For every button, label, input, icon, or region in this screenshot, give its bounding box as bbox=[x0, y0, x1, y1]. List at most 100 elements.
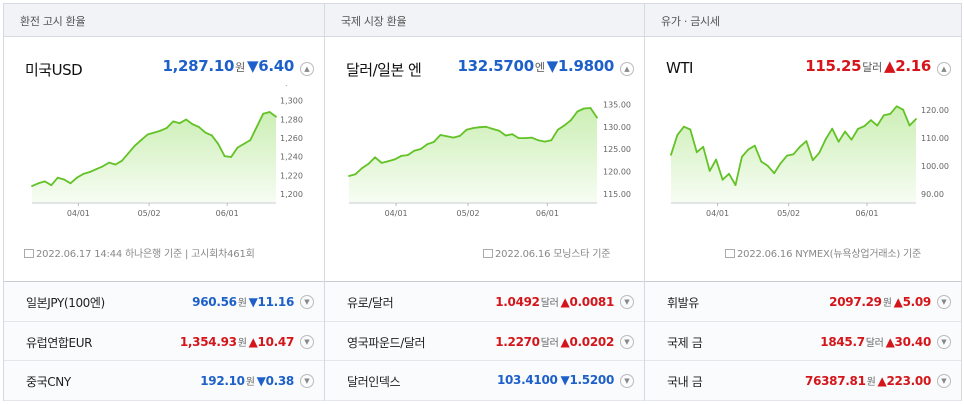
rate-name[interactable]: 유로/달러 bbox=[347, 296, 394, 310]
rate-name[interactable]: 유럽연합EUR bbox=[26, 335, 93, 350]
rate-change: 0.0202 bbox=[569, 334, 614, 349]
chevron-down-icon[interactable]: ▼ bbox=[620, 334, 634, 349]
data-point bbox=[262, 112, 265, 115]
rate-value-group: 2097.29원 ▲5.09 bbox=[829, 294, 931, 309]
chevron-down-icon[interactable]: ▼ bbox=[620, 295, 634, 309]
rate-row[interactable]: 유럽연합EUR 1,354.93원 ▲10.47 ▼ bbox=[4, 321, 324, 362]
data-point bbox=[728, 172, 730, 175]
rate-row[interactable]: 일본JPY(100엔) 960.56원 ▼11.16 ▼ bbox=[4, 282, 324, 322]
rate-list: 일본JPY(100엔) 960.56원 ▼11.16 ▼ 유럽연합EUR 1,354.93… bbox=[4, 281, 324, 401]
data-point bbox=[708, 170, 711, 172]
data-point bbox=[354, 173, 357, 176]
rate-row[interactable]: 휘발유 2097.29원 ▲5.09 ▼ bbox=[645, 282, 961, 322]
current-value: 1,287.10원 ▼6.40 bbox=[162, 57, 294, 75]
rate-name[interactable]: 중국CNY bbox=[26, 375, 71, 390]
rate-name[interactable]: 국내 금 bbox=[667, 375, 703, 390]
chevron-up-icon[interactable]: ▲ bbox=[620, 62, 634, 76]
chevron-down-icon[interactable]: ▼ bbox=[300, 334, 314, 349]
y-tick-label: 1,300 bbox=[280, 97, 303, 106]
data-point bbox=[576, 110, 579, 113]
data-point bbox=[844, 130, 846, 133]
data-point bbox=[478, 126, 481, 129]
data-point bbox=[491, 128, 494, 130]
rate-value: 1,354.93 bbox=[179, 334, 237, 349]
rate-row[interactable]: 국제 금 1845.7달러 ▲30.40 ▼ bbox=[645, 321, 961, 362]
data-point bbox=[413, 149, 416, 152]
data-point bbox=[563, 124, 566, 127]
panel-intl-exchange: 국제 시장 환율 달러/일본 엔 132.5700엔▼1.9800 ▲ 140.… bbox=[324, 4, 644, 401]
currency-title[interactable]: WTI bbox=[666, 59, 693, 77]
chart-footnote: 2022.06.16 모닝스타 기준 bbox=[483, 245, 610, 260]
rate-row[interactable]: 달러인덱스 103.4100 ▼1.5200 ▼ bbox=[325, 361, 644, 401]
rate-list: 유로/달러 1.0492달러 ▲0.0081 ▼ 영국파운드/달러 1.2270달러 ▲0.… bbox=[325, 281, 644, 401]
data-point bbox=[670, 153, 672, 156]
y-tick-label: 1,280 bbox=[280, 115, 303, 124]
data-point bbox=[524, 137, 527, 139]
data-point bbox=[915, 118, 917, 120]
chevron-up-icon[interactable]: ▲ bbox=[300, 62, 314, 76]
chevron-down-icon[interactable]: ▼ bbox=[937, 295, 951, 309]
data-point bbox=[121, 159, 123, 162]
rate-chart: 140.00 135.00 130.00 125.00 120.00 115.00 04/0… bbox=[348, 85, 631, 218]
data-point bbox=[50, 184, 53, 187]
chart-footnote: 2022.06.16 NYMEX(뉴욕상업거래소) 기준 bbox=[725, 245, 921, 260]
rate-list: 휘발유 2097.29원 ▲5.09 ▼ 국제 금 1845.7달러 ▲30.40 ▼ 국내 금… bbox=[645, 281, 961, 401]
data-point bbox=[446, 135, 448, 138]
rate-value: 1.0492 bbox=[495, 295, 540, 309]
rate-change: 5.09 bbox=[902, 295, 932, 309]
rate-name[interactable]: 일본JPY(100엔) bbox=[26, 296, 105, 310]
footnote-text: 2022.06.17 14:44 하나은행 기준 | 고시회차461회 bbox=[36, 249, 255, 260]
data-point bbox=[88, 171, 91, 173]
data-point bbox=[747, 148, 750, 151]
change-arrow: ▲ bbox=[893, 295, 903, 309]
rate-name[interactable]: 휘발유 bbox=[667, 296, 699, 310]
data-point bbox=[741, 155, 743, 158]
rate-row[interactable]: 유로/달러 1.0492달러 ▲0.0081 ▼ bbox=[325, 282, 644, 322]
data-point bbox=[870, 119, 872, 122]
rate-row[interactable]: 중국CNY 192.10원 ▼0.38 ▼ bbox=[4, 361, 324, 401]
data-point bbox=[837, 140, 840, 143]
chevron-down-icon[interactable]: ▼ bbox=[300, 295, 314, 309]
rate-name[interactable]: 국제 금 bbox=[667, 335, 703, 350]
document-icon bbox=[483, 249, 493, 258]
y-tick-label: 135.00 bbox=[603, 100, 631, 109]
data-point bbox=[108, 161, 110, 164]
rate-change: 30.40 bbox=[894, 334, 932, 349]
data-point bbox=[850, 138, 853, 141]
data-point bbox=[721, 178, 724, 181]
rate-name[interactable]: 달러인덱스 bbox=[347, 375, 401, 390]
currency-title[interactable]: 미국USD bbox=[25, 61, 83, 79]
rate-unit: 원 bbox=[235, 61, 245, 74]
chevron-down-icon[interactable]: ▼ bbox=[620, 374, 634, 389]
change-arrow: ▲ bbox=[248, 334, 258, 349]
data-point bbox=[419, 148, 422, 150]
panel-oil-gold: 유가 · 금시세 WTI 115.25달러▲2.16 ▲ 130.00120.0… bbox=[644, 4, 961, 401]
rate-row[interactable]: 영국파운드/달러 1.2270달러 ▲0.0202 ▼ bbox=[325, 321, 644, 362]
data-point bbox=[426, 143, 429, 146]
rate-value-group: 1,354.93원 ▲10.47 bbox=[180, 334, 294, 349]
data-point bbox=[114, 163, 117, 166]
rate-change: 11.16 bbox=[257, 295, 295, 309]
chevron-down-icon[interactable]: ▼ bbox=[937, 334, 951, 349]
change-arrow: ▼ bbox=[546, 57, 559, 75]
data-point bbox=[734, 184, 737, 186]
data-point bbox=[517, 137, 520, 139]
y-tick-label: 1,320 bbox=[280, 85, 303, 87]
currency-title[interactable]: 달러/일본 엔 bbox=[346, 61, 422, 79]
data-point bbox=[779, 162, 782, 165]
change-arrow: ▲ bbox=[560, 295, 570, 309]
chevron-up-icon[interactable]: ▲ bbox=[937, 62, 951, 76]
change-arrow: ▼ bbox=[256, 374, 266, 389]
data-point bbox=[805, 140, 808, 142]
data-point bbox=[249, 139, 252, 141]
rate-name[interactable]: 영국파운드/달러 bbox=[347, 335, 426, 350]
data-point bbox=[472, 127, 474, 129]
chevron-down-icon[interactable]: ▼ bbox=[937, 374, 951, 389]
x-tick-label: 04/01 bbox=[385, 209, 408, 218]
chevron-down-icon[interactable]: ▼ bbox=[300, 374, 314, 389]
rate-row[interactable]: 국내 금 76387.81원 ▲223.00 ▼ bbox=[645, 361, 961, 401]
rate-change: 0.38 bbox=[265, 374, 295, 389]
rate-value-group: 76387.81원 ▲223.00 bbox=[805, 373, 931, 388]
rate-unit: 원 bbox=[237, 337, 247, 349]
document-icon bbox=[725, 249, 735, 258]
